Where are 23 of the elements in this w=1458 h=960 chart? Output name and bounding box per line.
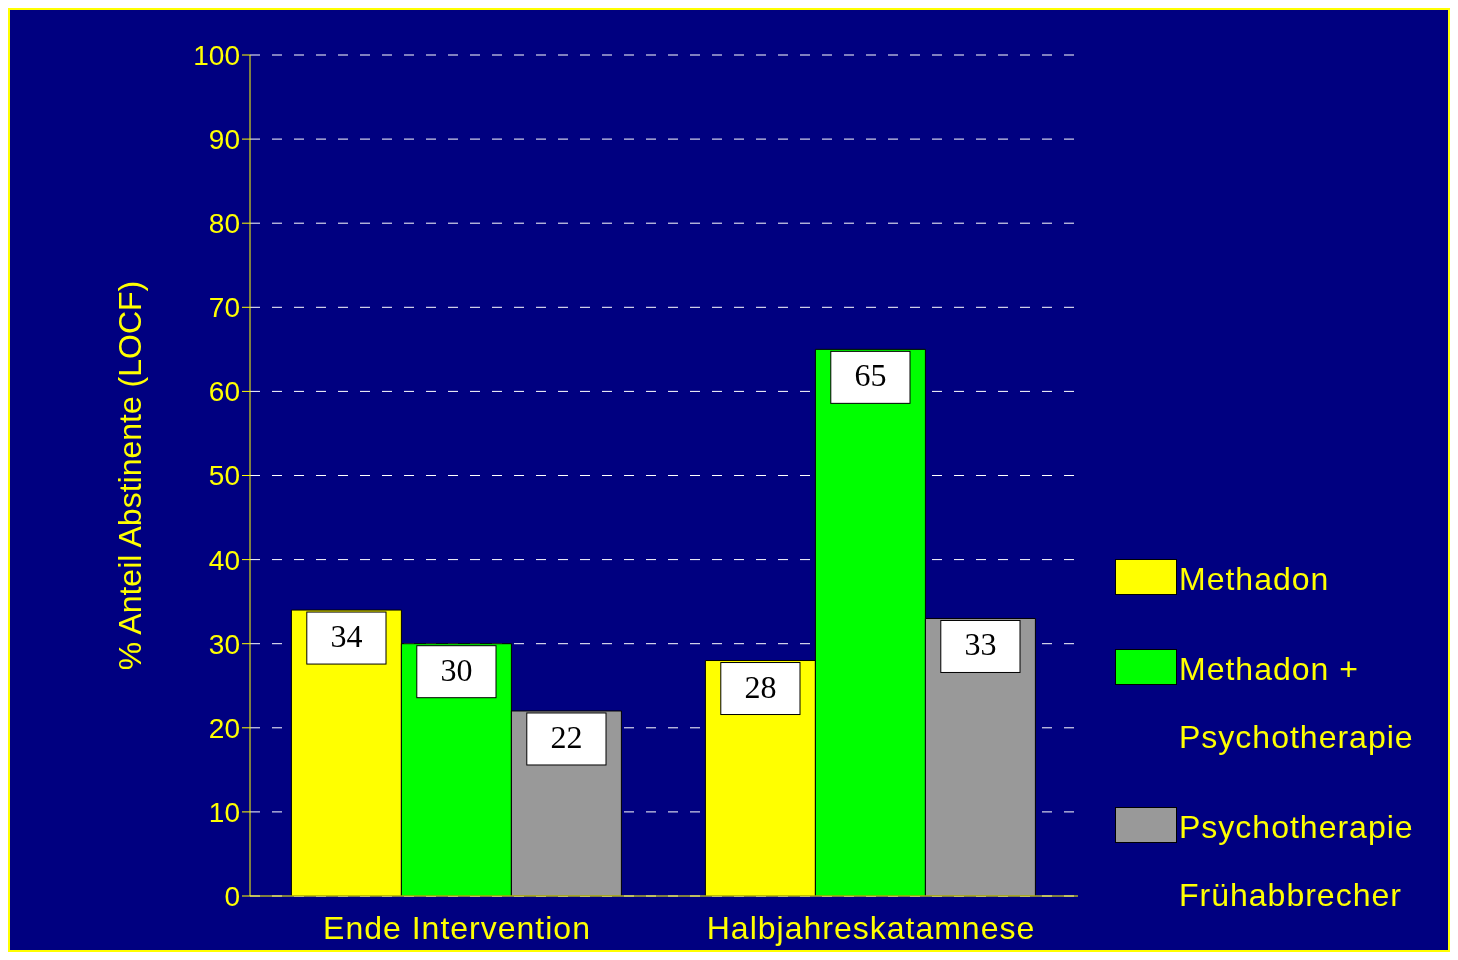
data-label: 65 xyxy=(854,357,887,394)
x-tick-label: Halbjahreskatamnese xyxy=(706,909,1036,946)
y-tick-label: 20 xyxy=(208,712,240,744)
data-label: 28 xyxy=(744,668,777,705)
y-tick-label: 70 xyxy=(208,292,240,324)
data-label: 30 xyxy=(440,651,473,688)
legend-label: Psychotherapie Frühabbrecher xyxy=(1178,808,1415,915)
y-tick-label: 30 xyxy=(208,628,240,660)
y-tick-label: 100 xyxy=(193,39,240,71)
y-tick-label: 60 xyxy=(208,376,240,408)
y-tick-label: 50 xyxy=(208,460,240,492)
legend-label: Methadon xyxy=(1178,560,1331,599)
y-axis-title: % Anteil Abstinente (LOCF) xyxy=(112,280,149,671)
y-tick-label: 10 xyxy=(208,796,240,828)
x-tick-label: Ende Intervention xyxy=(323,909,591,946)
data-label: 34 xyxy=(330,618,363,655)
data-label: 33 xyxy=(964,626,997,663)
y-tick-label: 80 xyxy=(208,208,240,240)
legend-label: Methadon + Psychotherapie xyxy=(1178,650,1415,757)
data-label: 22 xyxy=(550,718,583,755)
y-tick-label: 90 xyxy=(208,124,240,156)
y-tick-label: 40 xyxy=(208,544,240,576)
y-tick-label: 0 xyxy=(224,880,240,912)
